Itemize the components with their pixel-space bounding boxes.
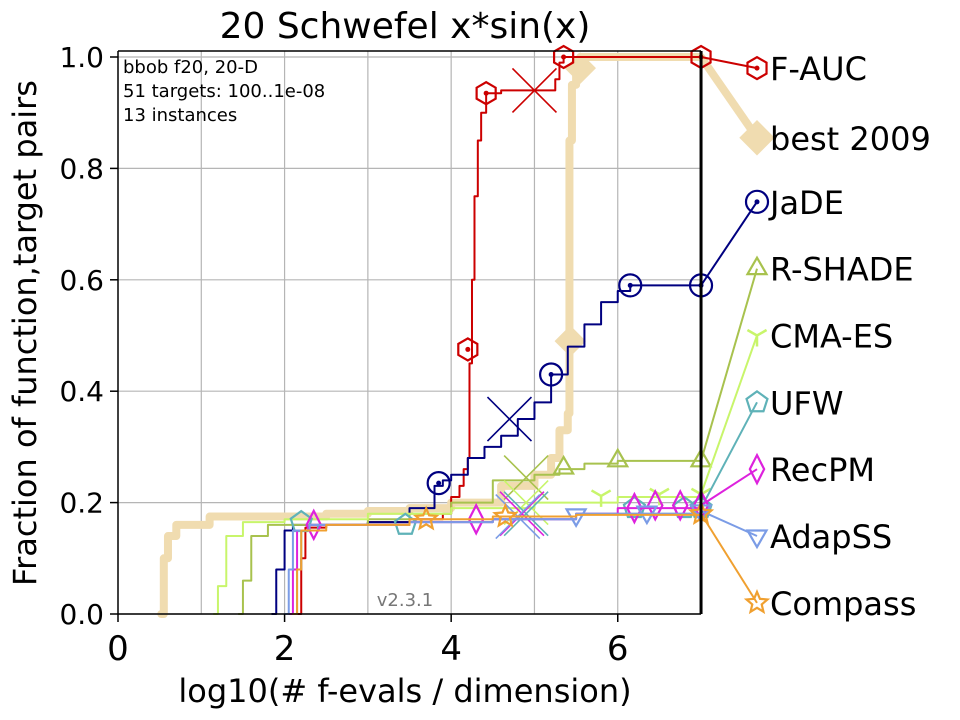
- series-marker-recpm: [305, 508, 323, 542]
- y-tick-label: 0.4: [59, 375, 104, 408]
- legend-connector-compass: [700, 513, 758, 604]
- legend-label-ufw: UFW: [770, 384, 843, 422]
- series-cross-recpm: [499, 491, 545, 537]
- series-line-cma-es: [212, 493, 703, 615]
- series-line-adapss: [283, 509, 703, 615]
- legend-label-recpm: RecPM: [770, 451, 875, 489]
- legend: best 2009 F-AUC JaDE R-SHADE CMA-ES UFW RecPM A…: [739, 50, 931, 623]
- series-marker-best-2009: [554, 325, 586, 357]
- series-marker-recpm: [646, 488, 664, 522]
- series-line-r-shade: [237, 459, 703, 615]
- series-cross-r-shade: [503, 454, 549, 501]
- series-cma-es: [212, 335, 758, 615]
- x-axis-label: log10(# f-evals / dimension): [178, 672, 631, 710]
- series-marker-jade-dot: [436, 480, 442, 486]
- legend-marker-f-auc: [746, 55, 768, 81]
- legend-connector-best-2009: [697, 54, 761, 141]
- series-marker-r-shade: [606, 447, 630, 468]
- legend-marker-jade-dot: [754, 199, 760, 205]
- series-marker-ufw: [393, 512, 418, 535]
- series-compass: [291, 499, 758, 615]
- legend-marker-f-auc-dot: [754, 65, 760, 71]
- legend-marker-best-2009: [739, 120, 775, 156]
- series-cross-ufw: [503, 491, 549, 537]
- series-marker-ufw: [622, 495, 647, 519]
- y-tick-label: 0.2: [59, 487, 104, 520]
- series-marker-cma-es: [590, 489, 612, 507]
- x-tick-label: 4: [440, 629, 462, 669]
- legend-marker-adapss: [745, 529, 769, 550]
- annotation: bbob f20, 20-D 51 targets: 100..1e-08 13…: [123, 57, 433, 611]
- series-marker-jade-dot: [548, 371, 554, 377]
- series-r-shade: [237, 268, 758, 615]
- legend-marker-ufw: [745, 389, 769, 413]
- legend-marker-compass: [743, 588, 771, 615]
- series-jade: [271, 201, 758, 615]
- legend-label-compass: Compass: [770, 585, 916, 623]
- legend-marker-r-shade: [745, 255, 769, 276]
- legend-connector-r-shade: [700, 268, 758, 462]
- legend-label-f-auc: F-AUC: [770, 50, 867, 88]
- series-marker-recpm: [467, 502, 485, 536]
- series-line-recpm: [287, 504, 703, 615]
- chart-title: 20 Schwefel x*sin(x): [220, 6, 591, 47]
- legend-connector-recpm: [700, 468, 758, 507]
- series-marker-recpm: [626, 491, 643, 525]
- axes: 0 2 4 6 0.0 0.2 0.4 0.6 0.8 1.0: [59, 41, 703, 669]
- legend-label-adapss: AdapSS: [770, 518, 892, 556]
- series-marker-jade: [426, 471, 451, 496]
- series-marker-jade: [618, 273, 643, 298]
- series-recpm: [287, 468, 758, 615]
- series-line-compass: [291, 512, 703, 615]
- series-marker-jade-dot: [627, 282, 633, 288]
- y-tick-label: 1.0: [59, 41, 104, 74]
- y-tick-label: 0.6: [59, 264, 104, 297]
- legend-marker-jade: [744, 189, 770, 214]
- series-marker-f-auc: [475, 80, 497, 106]
- x-tick-label: 0: [107, 629, 129, 669]
- grid: [118, 51, 702, 615]
- legend-label-best-2009: best 2009: [770, 120, 931, 158]
- series-f-auc: [293, 44, 758, 615]
- legend-label-jade: JaDE: [768, 184, 844, 222]
- series-cross-jade: [486, 396, 533, 442]
- series-marker-f-auc-dot: [561, 54, 567, 60]
- legend-label-cma-es: CMA-ES: [770, 318, 893, 356]
- series-marker-recpm: [671, 488, 689, 522]
- annotation-line-2: 51 targets: 100..1e-08: [123, 81, 325, 102]
- series-marker-jade: [539, 362, 564, 387]
- legend-label-r-shade: R-SHADE: [770, 251, 914, 289]
- y-tick-label: 0.8: [59, 152, 104, 185]
- version-label: v2.3.1: [377, 590, 433, 611]
- series-marker-adapss: [564, 508, 588, 529]
- x-tick-label: 2: [274, 629, 296, 669]
- y-tick-label: 0.0: [59, 598, 104, 631]
- annotation-line-3: 13 instances: [123, 105, 237, 126]
- series-line-best-2009: [157, 53, 706, 618]
- series-marker-r-shade: [552, 454, 576, 475]
- series-cross-f-auc: [511, 67, 558, 113]
- series-marker-compass: [412, 505, 440, 531]
- series-line-jade: [271, 284, 703, 615]
- series-best-2009: [157, 52, 761, 618]
- series-layer: [157, 44, 761, 618]
- legend-connector-cma-es: [700, 335, 758, 495]
- annotation-line-1: bbob f20, 20-D: [123, 57, 258, 78]
- series-marker-compass: [492, 502, 519, 528]
- series-marker-f-auc: [457, 337, 479, 362]
- x-tick-label: 6: [607, 629, 629, 669]
- legend-connector-ufw: [700, 401, 758, 509]
- y-axis-label: Fraction of function,target pairs: [6, 80, 44, 586]
- series-marker-f-auc-dot: [483, 90, 489, 96]
- legend-marker-recpm: [748, 452, 766, 486]
- legend-marker-cma-es: [746, 328, 768, 347]
- series-marker-f-auc-dot: [465, 346, 471, 352]
- legend-connector-jade: [700, 201, 758, 286]
- series-line-f-auc: [293, 56, 703, 615]
